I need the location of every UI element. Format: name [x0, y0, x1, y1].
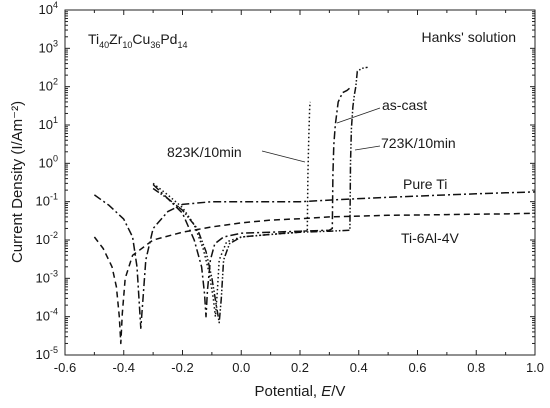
x-tick-label: 0.0 [232, 360, 250, 375]
y-tick-label: 100 [39, 153, 58, 170]
series-label-pure-ti: Pure Ti [403, 176, 447, 192]
y-axis-ticks: 10-5 10-4 10-3 10-2 10-1 100 101 102 103 104 [36, 0, 535, 362]
x-tick-label: 0.8 [467, 360, 485, 375]
y-tick-label: 104 [39, 0, 58, 17]
series-layer [93, 66, 536, 345]
series-line-0 [93, 191, 536, 329]
series-label-823k: 823K/10min [167, 144, 242, 160]
annotation-pointers [261, 107, 381, 163]
series-line-4 [152, 101, 312, 318]
x-tick-label: 0.2 [291, 360, 309, 375]
series-label-ti6al4v: Ti-6Al-4V [401, 230, 459, 246]
y-tick-label: 10-4 [36, 307, 58, 324]
series-line-2 [152, 86, 352, 318]
x-tick-label: -0.2 [171, 360, 193, 375]
x-tick-label: -0.6 [54, 360, 76, 375]
plot-frame [64, 9, 536, 356]
y-tick-label: 102 [39, 77, 58, 94]
y-tick-label: 10-5 [36, 345, 58, 362]
x-tick-label: 0.4 [350, 360, 368, 375]
solution-label: Hanks' solution [422, 29, 517, 45]
y-tick-label: 10-2 [36, 230, 58, 247]
annotation-leader-line [336, 107, 381, 124]
x-axis-ticks: -0.6 -0.4 -0.2 0.0 0.2 0.4 0.6 0.8 1.0 [54, 10, 544, 375]
series-label-723k: 723K/10min [381, 135, 456, 151]
y-tick-label: 103 [39, 38, 58, 55]
y-axis-title: Current Density (I/Am⁻²) [9, 101, 26, 263]
x-tick-label: 0.6 [408, 360, 426, 375]
x-tick-label: 1.0 [526, 360, 544, 375]
series-label-as-cast: as-cast [382, 97, 427, 113]
series-line-1 [93, 212, 536, 345]
x-axis-title: Potential, E/V [255, 383, 346, 400]
alloy-composition-label: Ti40Zr10Cu36Pd14 [88, 31, 187, 50]
y-tick-label: 101 [39, 115, 58, 132]
series-line-3 [152, 66, 368, 324]
annotation-leader-line [261, 150, 306, 163]
y-tick-label: 10-1 [36, 192, 58, 209]
x-tick-label: -0.4 [113, 360, 135, 375]
annotation-leader-line [354, 145, 381, 151]
y-tick-label: 10-3 [36, 268, 58, 285]
